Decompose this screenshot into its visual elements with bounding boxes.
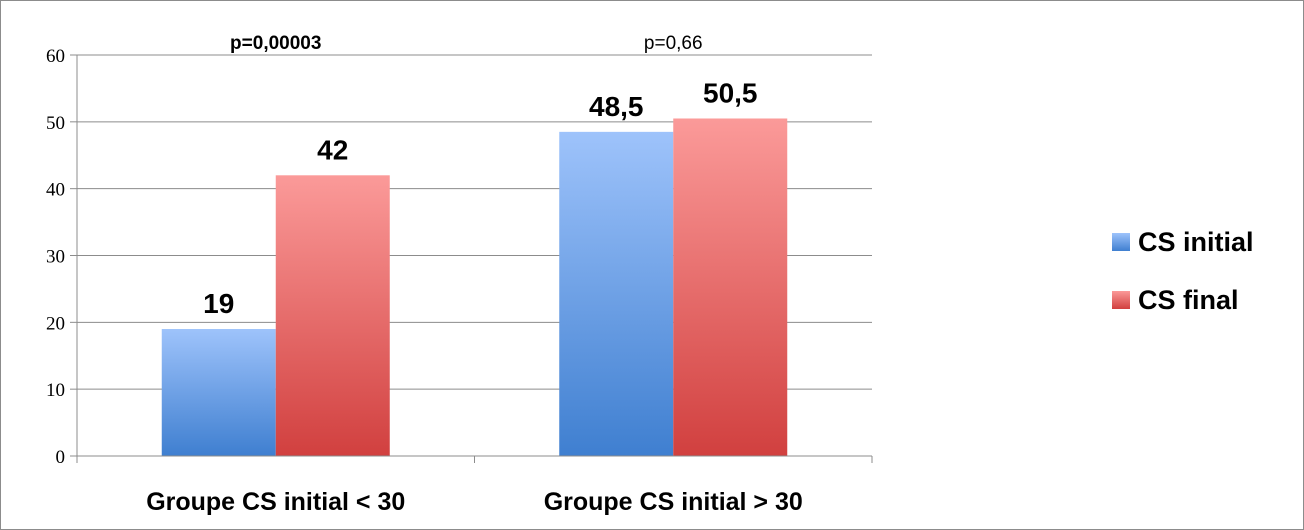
bar-cs-final (276, 175, 390, 456)
bar-cs-final (673, 118, 787, 456)
y-tick-label: 60 (46, 46, 65, 67)
data-label: 50,5 (703, 77, 758, 108)
y-tick-labels: 0 10 20 30 40 50 60 (46, 46, 65, 468)
p-value-annotation: p=0,00003 (230, 33, 321, 54)
x-category-label: Groupe CS initial > 30 (544, 488, 803, 516)
y-tick-label: 20 (46, 313, 65, 334)
legend-label: CS initial (1138, 227, 1254, 257)
x-category-labels: Groupe CS initial < 30 Groupe CS initial … (146, 488, 803, 516)
bars (162, 118, 788, 456)
data-label: 19 (203, 288, 234, 319)
data-label: 48,5 (589, 91, 644, 122)
p-value-annotation: p=0,66 (644, 33, 703, 54)
y-tick-label: 50 (46, 113, 65, 134)
legend-label: CS final (1138, 285, 1239, 315)
bar-cs-initial (162, 329, 276, 456)
y-tick-label: 30 (46, 247, 65, 268)
legend-swatch (1112, 233, 1130, 251)
x-category-label: Groupe CS initial < 30 (146, 488, 405, 516)
annotations: p=0,00003 p=0,66 (230, 33, 703, 54)
data-label: 42 (317, 134, 348, 165)
legend-swatch (1112, 291, 1130, 309)
bar-cs-initial (559, 132, 673, 456)
legend: CS initial CS final (1112, 227, 1254, 315)
y-tick-label: 40 (46, 180, 65, 201)
y-tick-label: 10 (46, 380, 65, 401)
y-tick-label: 0 (56, 447, 66, 468)
